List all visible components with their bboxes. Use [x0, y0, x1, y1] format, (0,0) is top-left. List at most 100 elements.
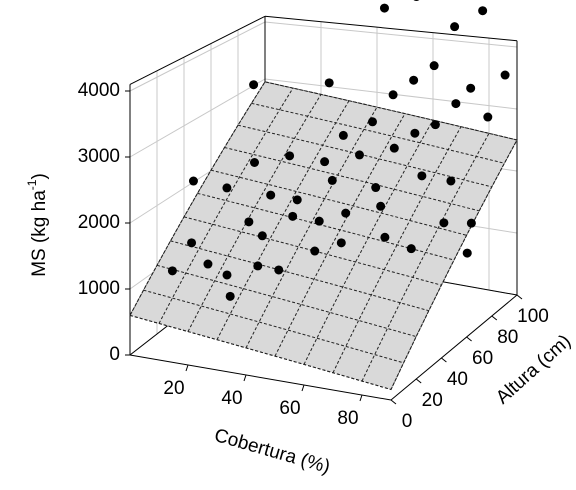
- point: [257, 231, 267, 241]
- point: [439, 218, 449, 228]
- point: [203, 259, 213, 269]
- point: [368, 117, 377, 127]
- y-tick-label: 20: [422, 390, 443, 411]
- point: [410, 128, 420, 138]
- point: [336, 238, 346, 248]
- point: [314, 216, 324, 226]
- point: [417, 171, 427, 181]
- tick-mark: [301, 384, 305, 392]
- tick-mark: [516, 294, 523, 300]
- point: [413, 0, 420, 2]
- point: [225, 291, 235, 301]
- z-tick-label: 1000: [78, 278, 120, 299]
- x-tick-label: 40: [221, 388, 242, 409]
- x-tick-label: 20: [163, 378, 184, 399]
- point: [446, 176, 456, 186]
- point: [274, 265, 284, 275]
- axis-line: [264, 15, 518, 42]
- point: [222, 270, 232, 280]
- point: [288, 211, 298, 221]
- point: [187, 238, 197, 248]
- surface-grid-line: [332, 126, 462, 373]
- point: [478, 6, 488, 16]
- point: [249, 80, 259, 90]
- point: [406, 244, 416, 254]
- z-axis-title-part: ): [29, 173, 50, 179]
- z-axis-title-part: MS (kg ha: [29, 190, 50, 277]
- point: [450, 22, 460, 32]
- point: [355, 150, 364, 160]
- z-tick-label: 3000: [78, 146, 120, 167]
- point: [379, 3, 389, 13]
- grid-line: [129, 78, 266, 158]
- surface-grid-line: [187, 94, 322, 332]
- y-tick-label: 60: [472, 348, 493, 369]
- y-tick-label: 100: [517, 306, 549, 327]
- point: [324, 78, 334, 88]
- tick-mark: [415, 378, 422, 384]
- point: [292, 195, 302, 205]
- axis-line: [390, 294, 518, 401]
- point: [285, 151, 295, 161]
- tick-mark: [185, 364, 189, 372]
- point: [376, 201, 386, 211]
- point: [409, 75, 419, 85]
- walls: [125, 15, 523, 405]
- points: [167, 0, 510, 301]
- surface-grid-line: [237, 124, 492, 188]
- tick-mark: [243, 374, 247, 382]
- tick-mark: [466, 336, 472, 342]
- point: [388, 90, 398, 100]
- tick-mark: [359, 394, 363, 402]
- point: [429, 61, 439, 71]
- surface-grid-line: [251, 102, 505, 164]
- point: [167, 266, 177, 276]
- point: [250, 158, 259, 167]
- point: [483, 112, 493, 122]
- y-tick-label: 0: [402, 411, 413, 432]
- y-tick-label: 40: [447, 369, 468, 390]
- axis-line: [129, 15, 266, 85]
- point: [222, 183, 232, 193]
- point: [371, 183, 381, 193]
- z-tick-label: 2000: [78, 212, 120, 233]
- surface-grid-line: [264, 81, 518, 141]
- point: [466, 218, 476, 228]
- x-tick-label: 80: [337, 408, 358, 429]
- surface-grid-line: [183, 216, 442, 286]
- grid-line: [129, 21, 266, 92]
- tick-mark: [390, 399, 397, 405]
- point: [341, 208, 351, 218]
- surface-grid-line: [210, 169, 467, 236]
- surface-grid-line: [158, 87, 294, 324]
- point: [389, 143, 399, 153]
- surface-grid-line: [390, 139, 518, 390]
- point: [500, 70, 510, 80]
- surface-grid-line: [170, 240, 429, 312]
- grid-line: [264, 21, 518, 48]
- point: [430, 120, 440, 130]
- z-axis-title: MS (kg ha-1): [25, 173, 50, 277]
- surface-grid-line: [216, 100, 350, 340]
- y-tick-label: 80: [497, 327, 518, 348]
- z-axis-title-part: -1: [25, 179, 39, 190]
- point: [451, 99, 461, 109]
- x-tick-label: 60: [279, 398, 300, 419]
- point: [244, 217, 254, 227]
- z-tick-label: 4000: [78, 80, 120, 101]
- point: [253, 261, 263, 271]
- point: [310, 246, 320, 256]
- surface-grid-line: [245, 106, 378, 349]
- tick-mark: [441, 357, 447, 363]
- x-axis-title: Cobertura (%): [212, 425, 332, 478]
- surface-grid-line: [129, 314, 392, 390]
- z-tick-label: 0: [109, 344, 120, 365]
- point: [266, 190, 276, 200]
- surface: [129, 81, 518, 391]
- axis-line: [129, 354, 392, 401]
- point: [320, 157, 330, 167]
- tick-mark: [491, 315, 498, 321]
- surface-grid-line: [303, 119, 434, 365]
- point: [188, 176, 198, 186]
